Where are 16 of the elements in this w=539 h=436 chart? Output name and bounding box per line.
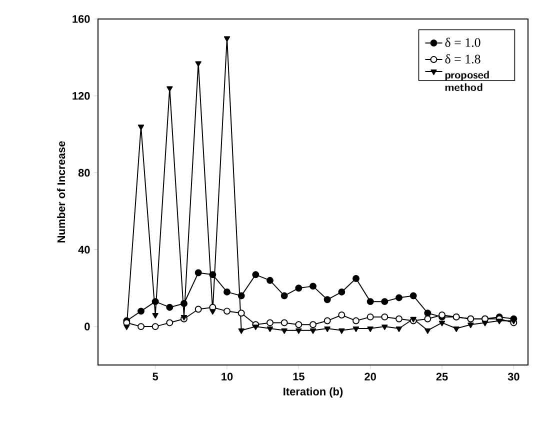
- x-tick-label: 5: [152, 372, 158, 380]
- y-axis-title: Number of Increase: [57, 141, 66, 242]
- y-tick-label: 0: [84, 322, 90, 330]
- y-tick-label: 160: [72, 15, 90, 23]
- x-tick-label: 20: [364, 372, 376, 381]
- y-tick-label: 120: [72, 92, 90, 100]
- x-tick-label: 30: [508, 372, 520, 381]
- x-tick-label: 10: [222, 372, 233, 381]
- legend-label: δ = 1.0: [445, 38, 480, 47]
- legend-label: δ = 1.8: [445, 54, 480, 64]
- legend-label: proposed method: [445, 70, 489, 91]
- y-tick-label: 80: [78, 168, 90, 177]
- x-tick-label: 15: [293, 372, 304, 380]
- x-tick-label: 25: [436, 372, 448, 381]
- y-tick-label: 40: [78, 246, 90, 254]
- x-axis-title: Iteration (b): [284, 387, 343, 398]
